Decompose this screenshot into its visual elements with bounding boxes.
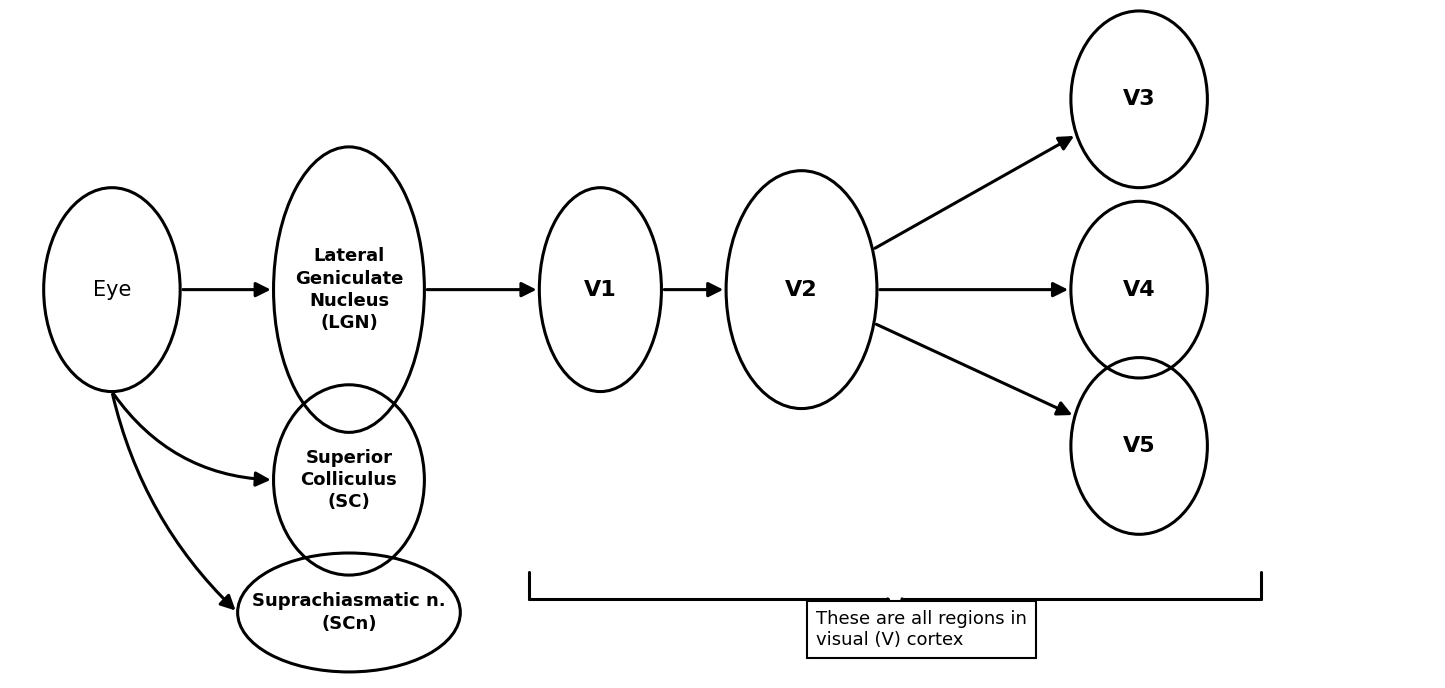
Text: Suprachiasmatic n.
(SCn): Suprachiasmatic n. (SCn) [253, 592, 445, 632]
Text: V1: V1 [584, 279, 617, 300]
Text: Lateral
Geniculate
Nucleus
(LGN): Lateral Geniculate Nucleus (LGN) [295, 247, 403, 332]
Text: V4: V4 [1123, 279, 1156, 300]
Text: V2: V2 [785, 279, 818, 300]
Text: V5: V5 [1123, 436, 1156, 456]
Text: These are all regions in
visual (V) cortex: These are all regions in visual (V) cort… [816, 610, 1027, 649]
Text: Eye: Eye [92, 279, 131, 300]
Text: V3: V3 [1123, 89, 1156, 109]
Text: Superior
Colliculus
(SC): Superior Colliculus (SC) [301, 449, 397, 511]
